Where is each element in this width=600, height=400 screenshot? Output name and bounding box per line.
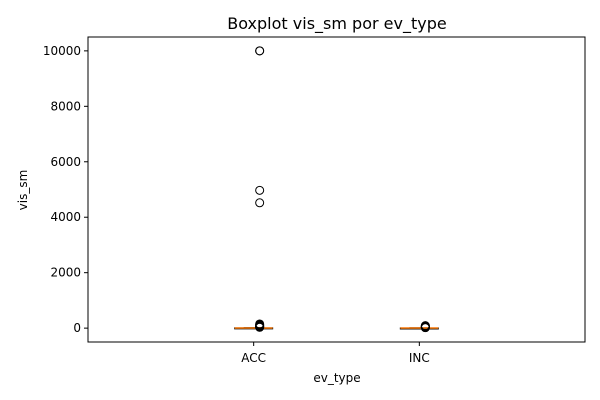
y-axis: 0 2000 4000 6000 8000 10000 [43,44,88,335]
x-tick-label: INC [409,351,430,365]
plot-area [87,36,586,343]
flier-point [255,46,265,56]
x-axis-label: ev_type [313,371,360,385]
flier-point [255,322,265,332]
flier-point [255,185,265,195]
y-tick-label: 4000 [50,210,81,224]
y-tick-label: 6000 [50,155,81,169]
y-tick-label: 10000 [43,44,81,58]
x-tick-label: ACC [241,351,266,365]
flier-point [255,198,265,208]
chart-title: Boxplot vis_sm por ev_type [227,14,446,34]
y-tick-label: 0 [73,321,81,335]
flier-point [420,323,430,333]
box-group-acc [234,46,274,332]
y-axis-label: vis_sm [16,170,30,211]
y-tick-label: 2000 [50,266,81,280]
chart-marks [234,46,439,333]
y-tick-label: 8000 [50,99,81,113]
box-group-inc [399,321,439,333]
x-axis: ACC INC [241,342,430,365]
